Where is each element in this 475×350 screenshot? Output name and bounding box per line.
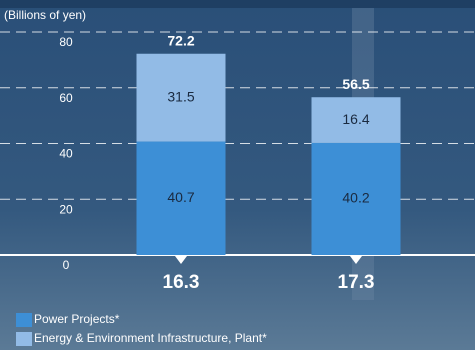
legend-swatch: [16, 332, 32, 346]
y-tick-label: 60: [59, 91, 73, 105]
legend-label: Power Projects*: [34, 312, 120, 326]
segment-label: 40.7: [167, 189, 194, 205]
segment-label: 16.4: [342, 111, 369, 127]
total-label: 72.2: [167, 32, 194, 48]
y-tick-label: 0: [63, 258, 70, 272]
bar-segment: [311, 142, 401, 255]
bar-segment: [311, 97, 401, 143]
x-tick-label: 16.3: [163, 272, 200, 293]
bar-segment: [136, 141, 226, 255]
top-band: [0, 0, 475, 8]
pointer: [175, 256, 187, 264]
pointer: [350, 256, 362, 264]
total-label: 56.5: [342, 76, 369, 92]
segment-label: 31.5: [167, 88, 194, 104]
legend-label: Energy & Environment Infrastructure, Pla…: [34, 331, 267, 345]
bar-segment: [136, 53, 226, 142]
x-tick-label: 17.3: [338, 272, 375, 293]
y-tick-label: 80: [59, 35, 73, 49]
legend-swatch: [16, 313, 32, 327]
y-tick-label: 40: [59, 147, 73, 161]
y-axis-label: (Billions of yen): [4, 8, 86, 22]
y-tick-label: 20: [59, 202, 73, 216]
segment-label: 40.2: [342, 190, 369, 206]
